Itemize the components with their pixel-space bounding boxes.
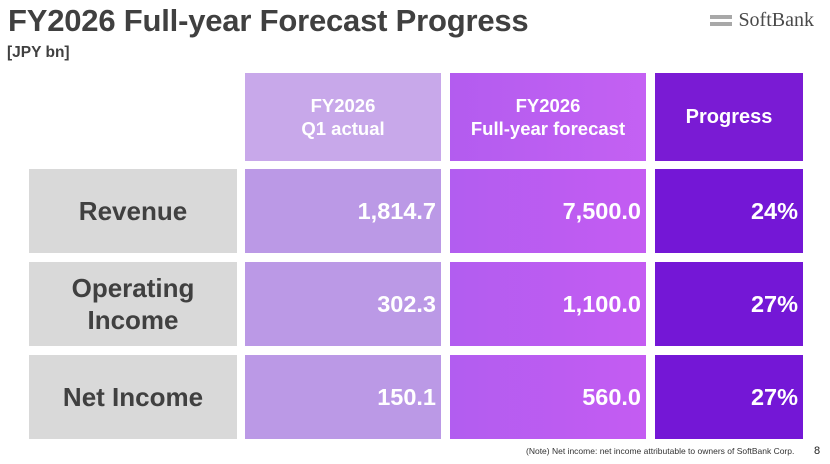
cell-net-income-q1-actual: 150.1: [245, 355, 441, 439]
softbank-logo: SoftBank: [710, 9, 814, 32]
page-title: FY2026 Full-year Forecast Progress: [8, 3, 529, 38]
row-label-net-income: Net Income: [29, 355, 237, 439]
column-header-line: Full-year forecast: [470, 118, 626, 139]
row-label-operating-income: Operating Income: [29, 262, 237, 346]
cell-operating-income-progress: 27%: [655, 262, 803, 346]
row-label-text: Net Income: [62, 382, 204, 412]
cell-revenue-progress: 24%: [655, 169, 803, 253]
cell-revenue-q1-actual: 1,814.7: [245, 169, 441, 253]
cell-operating-income-forecast: 1,100.0: [450, 262, 646, 346]
logo-text: SoftBank: [738, 9, 814, 31]
column-header-progress: Progress: [655, 73, 803, 161]
cell-revenue-forecast: 7,500.0: [450, 169, 646, 253]
unit-label: [JPY bn]: [7, 44, 70, 61]
row-label-revenue: Revenue: [29, 169, 237, 253]
column-header-line: FY2026: [515, 95, 581, 116]
page-number: 8: [814, 445, 821, 457]
column-header-forecast: FY2026 Full-year forecast: [450, 73, 646, 161]
footnote: (Note) Net income: net income attributab…: [526, 446, 795, 456]
softbank-bars-icon: [710, 12, 733, 29]
column-header-line: FY2026: [310, 95, 376, 116]
cell-operating-income-q1-actual: 302.3: [245, 262, 441, 346]
row-label-text: Income: [87, 305, 179, 335]
row-label-text: Revenue: [78, 196, 188, 226]
cell-net-income-forecast: 560.0: [450, 355, 646, 439]
column-header-line: Progress: [685, 105, 773, 128]
row-label-text: Operating: [71, 273, 195, 303]
column-header-line: Q1 actual: [301, 118, 385, 139]
cell-net-income-progress: 27%: [655, 355, 803, 439]
column-header-q1-actual: FY2026 Q1 actual: [245, 73, 441, 161]
